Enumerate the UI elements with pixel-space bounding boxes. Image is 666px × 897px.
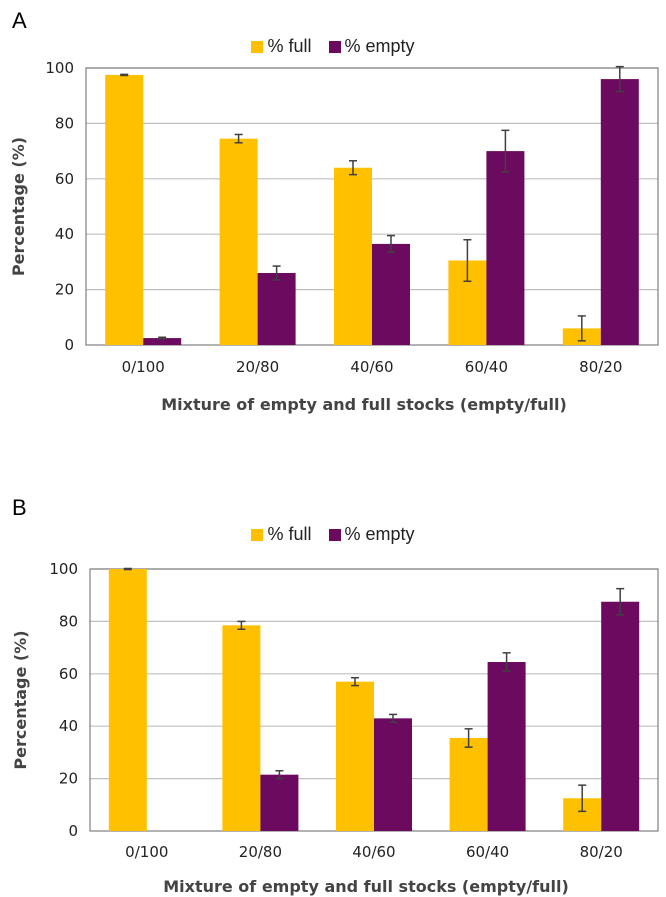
legend-item-full: % full [251,36,311,57]
bar-full [449,737,488,831]
panel-label: B [12,495,27,520]
y-tick-label: 60 [55,170,74,188]
bar-empty [372,243,410,345]
y-tick-label: 40 [59,717,78,735]
y-tick-label: 100 [49,560,78,578]
legend-swatch-full [251,529,264,541]
y-tick-label: 60 [59,665,78,683]
y-tick-label: 80 [55,114,74,132]
bar-empty [601,601,640,831]
x-tick-label: 60/40 [466,843,509,861]
bar-full [219,138,258,345]
x-axis-title: Mixture of empty and full stocks (empty/… [161,395,567,414]
x-tick-label: 0/100 [122,358,165,376]
y-tick-label: 20 [59,770,78,788]
bar-full [105,74,144,346]
bar-empty [374,718,412,831]
x-tick-label: 80/20 [579,358,622,376]
y-tick-label: 100 [45,59,74,77]
bar-full [108,569,147,831]
bar-full [222,625,261,831]
bar-full [334,167,372,345]
y-tick-label: 80 [59,612,78,630]
y-axis-title: Percentage (%) [9,137,28,276]
legend-item-empty: % empty [328,36,415,57]
panel-label: A [12,8,27,33]
x-tick-label: 20/80 [239,843,282,861]
bar-chart-a: 0 20 40 60 80 100 0/100 20/80 40/60 60/40 80/20 Mix… [9,59,659,414]
y-tick-label: 0 [64,336,74,354]
legend-swatch-empty [328,529,341,541]
bar-empty [486,151,525,345]
y-tick-label: 40 [55,225,74,243]
x-tick-label: 0/100 [125,843,168,861]
y-tick-label: 20 [55,281,74,299]
x-axis-title: Mixture of empty and full stocks (empty/… [163,877,569,896]
x-tick-label: 40/60 [352,843,395,861]
legend-item-empty: % empty [328,524,415,545]
x-tick-label: 60/40 [465,358,508,376]
legend-swatch-empty [328,41,341,53]
bar-empty [143,338,182,345]
legend-label: % full [267,524,312,544]
y-axis-title: Percentage (%) [11,630,30,769]
chart-legend: % full % empty [0,36,666,57]
legend-label: % empty [344,524,415,544]
bar-empty [600,79,639,345]
x-tick-label: 40/60 [350,358,393,376]
legend-swatch-full [251,41,264,53]
x-tick-label: 80/20 [580,843,623,861]
bar-full [336,681,374,831]
legend-label: % empty [344,36,415,56]
legend-label: % full [267,36,312,56]
chart-legend: % full % empty [0,524,666,545]
x-tick-label: 20/80 [236,358,279,376]
legend-item-full: % full [251,524,311,545]
bar-empty [257,272,296,345]
chart-panel-a: A 0 20 40 60 80 100 0/100 20/80 40/60 60/40 80/20 M… [0,0,666,440]
y-tick-label: 0 [68,822,78,840]
bar-empty [487,662,526,831]
bar-empty [260,774,299,831]
bar-chart-b: 0 20 40 60 80 100 0/100 20/80 40/60 60/40 80/20 Mix… [11,560,659,896]
chart-panel-b: B 0 20 40 60 80 100 0/100 20/80 40/60 60/40 80/20 M… [0,480,666,897]
